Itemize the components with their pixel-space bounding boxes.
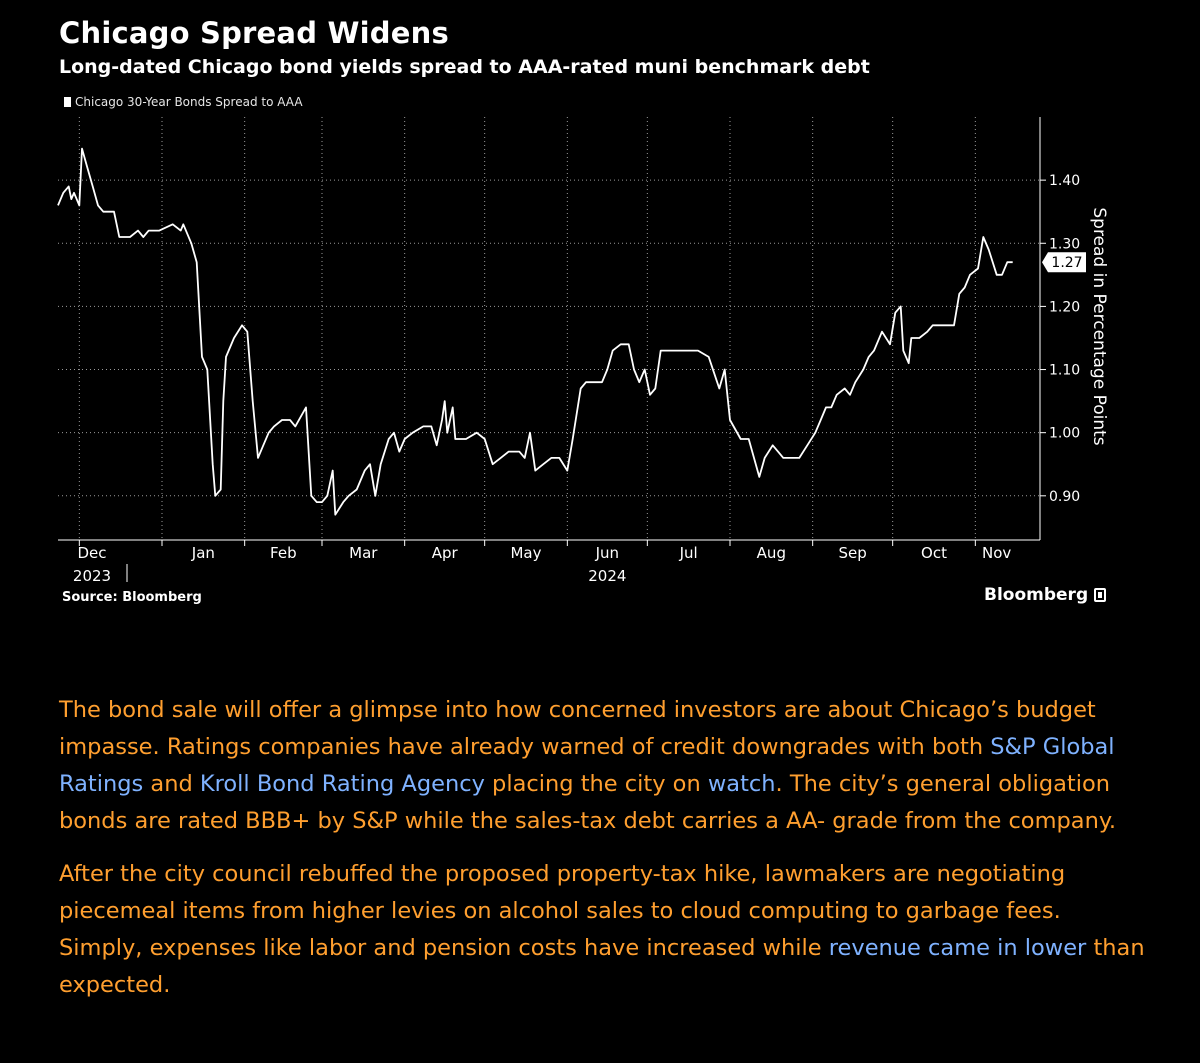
legend-swatch: [64, 97, 71, 107]
x-tick-label: Aug: [757, 544, 786, 562]
x-tick-label: Feb: [270, 544, 297, 562]
article-text: and: [143, 771, 200, 797]
article-link[interactable]: revenue came in lower: [828, 935, 1087, 961]
x-tick-label: Sep: [839, 544, 867, 562]
y-tick-label: 1.00: [1049, 426, 1080, 442]
brand-label: Bloomberg: [984, 585, 1089, 605]
x-tick-label: Jan: [191, 544, 215, 562]
article-paragraph-2: After the city council rebuffed the prop…: [59, 856, 1149, 1004]
y-tick-label: 0.90: [1049, 489, 1080, 505]
line-chart: 0.90 1.00 1.10 1.20 1.30 1.40 Dec Jan Feb Mar Apr M…: [57, 117, 1109, 585]
x-tick-label: Oct: [921, 544, 947, 562]
article-text: After the city council rebuffed the prop…: [59, 861, 1066, 961]
article-text: The bond sale will offer a glimpse into …: [59, 697, 1096, 760]
x-tick-label: Nov: [982, 544, 1011, 562]
source-note: Source: Bloomberg: [62, 590, 202, 605]
chart-legend: Chicago 30-Year Bonds Spread to AAA: [64, 95, 303, 109]
series-line: [57, 147, 1013, 516]
y-axis-title: Spread in Percentage Points: [1089, 207, 1109, 445]
article-paragraph-1: The bond sale will offer a glimpse into …: [59, 692, 1149, 840]
article-link[interactable]: Kroll Bond Rating Agency: [199, 771, 485, 797]
x-tick-label: Dec: [77, 544, 106, 562]
chart-title: Chicago Spread Widens: [59, 16, 449, 50]
x-tick-label: Jun: [595, 544, 619, 562]
x-year-label: 2023: [73, 567, 111, 585]
article-link[interactable]: S&P Global Ratings: [59, 734, 1115, 797]
article-body: The bond sale will offer a glimpse into …: [59, 692, 1149, 1020]
y-tick-label: 1.10: [1049, 363, 1080, 379]
x-tick-label: Jul: [679, 544, 698, 562]
bloomberg-brand: Bloomberg: [984, 585, 1107, 605]
article-text: placing the city on: [484, 771, 708, 797]
y-tick-label: 1.20: [1049, 299, 1080, 315]
article-link[interactable]: watch: [707, 771, 776, 797]
x-tick-label: May: [510, 544, 541, 562]
x-tick-label: Apr: [432, 544, 459, 562]
last-value-tag: [1042, 252, 1086, 273]
legend-label: Chicago 30-Year Bonds Spread to AAA: [75, 95, 303, 109]
y-tick-label: 1.40: [1049, 173, 1080, 189]
bloomberg-logo-icon: [1094, 588, 1107, 602]
y-tick-label: 1.30: [1049, 236, 1080, 252]
article-text: . The city’s general obligation bonds ar…: [59, 771, 1117, 834]
x-year-label: 2024: [588, 567, 626, 585]
x-tick-label: Mar: [349, 544, 378, 562]
chart-subtitle: Long-dated Chicago bond yields spread to…: [59, 56, 870, 78]
last-value-label: 1.27: [1051, 255, 1082, 271]
article-text: than expected.: [59, 935, 1145, 998]
